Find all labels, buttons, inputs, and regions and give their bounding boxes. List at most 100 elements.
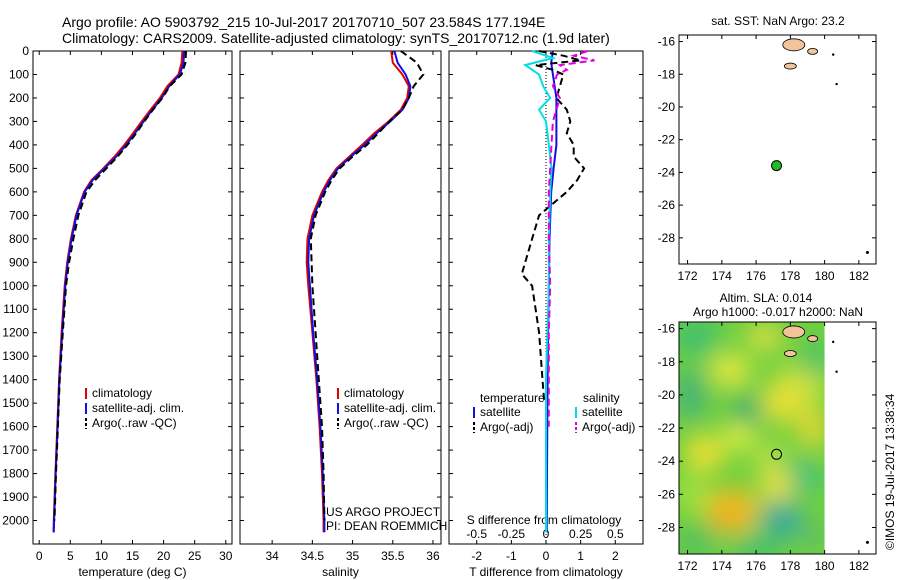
sla-islet [835, 370, 838, 373]
sst-land [807, 47, 819, 55]
depth-tick-label: 1000 [2, 279, 29, 293]
sst-lat-label: -22 [658, 133, 676, 147]
sla-lat-label: -26 [658, 487, 676, 501]
diff-legend-temp-title: temperature [480, 391, 545, 405]
diff-S-argo-line [547, 50, 595, 427]
sla-blob [723, 423, 755, 450]
temp-x-tick-label: 10 [95, 549, 109, 563]
sal-legend-label: satellite-adj. clim. [344, 401, 436, 415]
temp-climatology-line [52, 50, 184, 533]
sla-islet [865, 540, 869, 544]
sla-blob [802, 341, 825, 376]
sal-x-tick-label: 34.5 [301, 549, 325, 563]
sst-map-title: sat. SST: NaN Argo: 23.2 [711, 14, 845, 28]
sla-float-marker [771, 448, 783, 460]
diff-T-argo-line [520, 50, 586, 404]
sla-blob [761, 500, 803, 538]
sla-blob [716, 502, 741, 526]
sla-blob [709, 353, 751, 387]
sst-lon-label: 176 [746, 269, 766, 283]
credit-stamp: ©IMOS 19-Jul-2017 13:38:34 [883, 393, 897, 550]
sla-blob [730, 394, 765, 429]
diff-legend-sal-label: Argo(-adj) [582, 420, 635, 434]
sla-land [783, 350, 797, 357]
sla-lat-label: -18 [658, 355, 676, 369]
temp-x-tick-label: 30 [219, 549, 233, 563]
depth-tick-label: 500 [9, 161, 29, 175]
sla-islet [831, 340, 835, 344]
sla-lat-label: -16 [658, 322, 676, 336]
sst-islet [835, 82, 838, 86]
sst-islet [831, 53, 835, 56]
depth-tick-label: 1900 [2, 490, 29, 504]
sst-lat-label: -20 [658, 100, 676, 114]
depth-tick-label: 800 [9, 232, 29, 246]
diff-T-tick-label: 2 [612, 549, 619, 563]
sla-blobs [679, 322, 825, 554]
depth-tick-label: 600 [9, 185, 29, 199]
sla-lon-label: 176 [746, 559, 766, 573]
pi-label: PI: DEAN ROEMMICH [326, 519, 447, 533]
sst-lon-label: 180 [815, 269, 835, 283]
diff-legend-sal-title: salinity [583, 391, 620, 405]
sla-blob [684, 434, 726, 472]
sla-blob [752, 442, 787, 473]
sst-float-marker [771, 160, 783, 172]
sal-x-axis-label: salinity [322, 565, 359, 579]
sal-satellite-line [307, 50, 412, 533]
sst-lon-label: 172 [678, 269, 698, 283]
depth-tick-label: 900 [9, 255, 29, 269]
sst-land [782, 38, 806, 52]
sal-legend-label: climatology [344, 386, 404, 400]
sst-map-frame [678, 34, 877, 265]
depth-tick-label: 0 [22, 44, 29, 58]
title-line-2: Climatology: CARS2009. Satellite-adjuste… [62, 30, 610, 46]
diff-S-tick-label: 0.25 [569, 527, 593, 541]
diff-T-tick-label: 0 [543, 549, 550, 563]
temp-satellite-line [52, 50, 186, 533]
sal-x-tick-label: 36 [426, 549, 440, 563]
sst-lat-label: -28 [658, 231, 676, 245]
diff-S-tick-label: 0 [543, 527, 550, 541]
depth-tick-label: 1300 [2, 349, 29, 363]
sla-blob [679, 322, 721, 356]
diff-T-axis-label: T difference from climatology [469, 565, 623, 579]
depth-tick-label: 1700 [2, 443, 29, 457]
sla-blob [679, 525, 717, 554]
temp-x-tick-label: 0 [36, 549, 43, 563]
sla-blob [798, 408, 825, 448]
sst-lat-label: -24 [658, 165, 676, 179]
sla-lon-label: 172 [678, 559, 698, 573]
temp-x-axis-label: temperature (deg C) [78, 565, 186, 579]
sla-land [782, 325, 806, 339]
sla-lon-label: 180 [815, 559, 835, 573]
sla-map-frame [678, 321, 877, 555]
sla-blob [793, 519, 825, 553]
temp-legend-label: Argo(..raw -QC) [92, 416, 177, 430]
diff-S-satellite-line [522, 50, 557, 533]
sst-lat-label: -26 [658, 198, 676, 212]
sal-argo-line [309, 50, 425, 521]
sst-land [783, 62, 797, 70]
sst-lat-label: -18 [658, 67, 676, 81]
temp-x-tick-label: 20 [157, 549, 171, 563]
panel-frame-1 [32, 50, 233, 545]
sla-lat-label: -28 [658, 520, 676, 534]
depth-tick-label: 1200 [2, 326, 29, 340]
project-label: US ARGO PROJECT [326, 505, 441, 519]
depth-tick-label: 700 [9, 208, 29, 222]
sla-land [807, 335, 819, 342]
sla-lat-label: -24 [658, 454, 676, 468]
panel-frame-2 [239, 50, 442, 545]
title-line-1: Argo profile: AO 5903792_215 10-Jul-2017… [62, 14, 546, 30]
sla-blob [747, 323, 782, 351]
sla-lon-label: 182 [849, 559, 869, 573]
depth-tick-label: 400 [9, 138, 29, 152]
diff-T-tick-label: -1 [506, 549, 517, 563]
sal-x-tick-label: 35.5 [381, 549, 405, 563]
sla-map-title-line1: Altim. SLA: 0.014 [720, 291, 813, 305]
sst-lon-label: 182 [849, 269, 869, 283]
sla-lat-label: -20 [658, 388, 676, 402]
depth-tick-label: 1100 [3, 302, 29, 316]
